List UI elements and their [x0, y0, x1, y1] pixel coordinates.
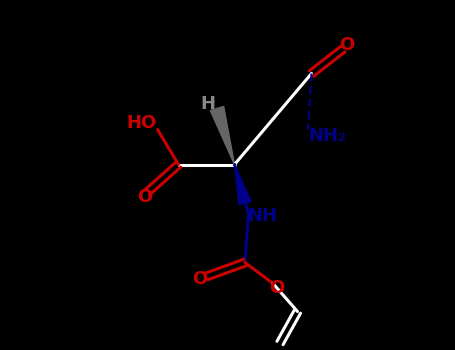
Text: O: O	[339, 36, 355, 55]
Polygon shape	[234, 164, 251, 205]
Text: O: O	[137, 188, 153, 206]
Text: NH: NH	[248, 207, 278, 225]
Text: O: O	[269, 279, 285, 297]
Text: O: O	[192, 270, 207, 288]
Text: H: H	[201, 95, 216, 113]
Text: HO: HO	[126, 113, 157, 132]
Polygon shape	[210, 106, 234, 164]
Text: NH₂: NH₂	[308, 127, 346, 145]
